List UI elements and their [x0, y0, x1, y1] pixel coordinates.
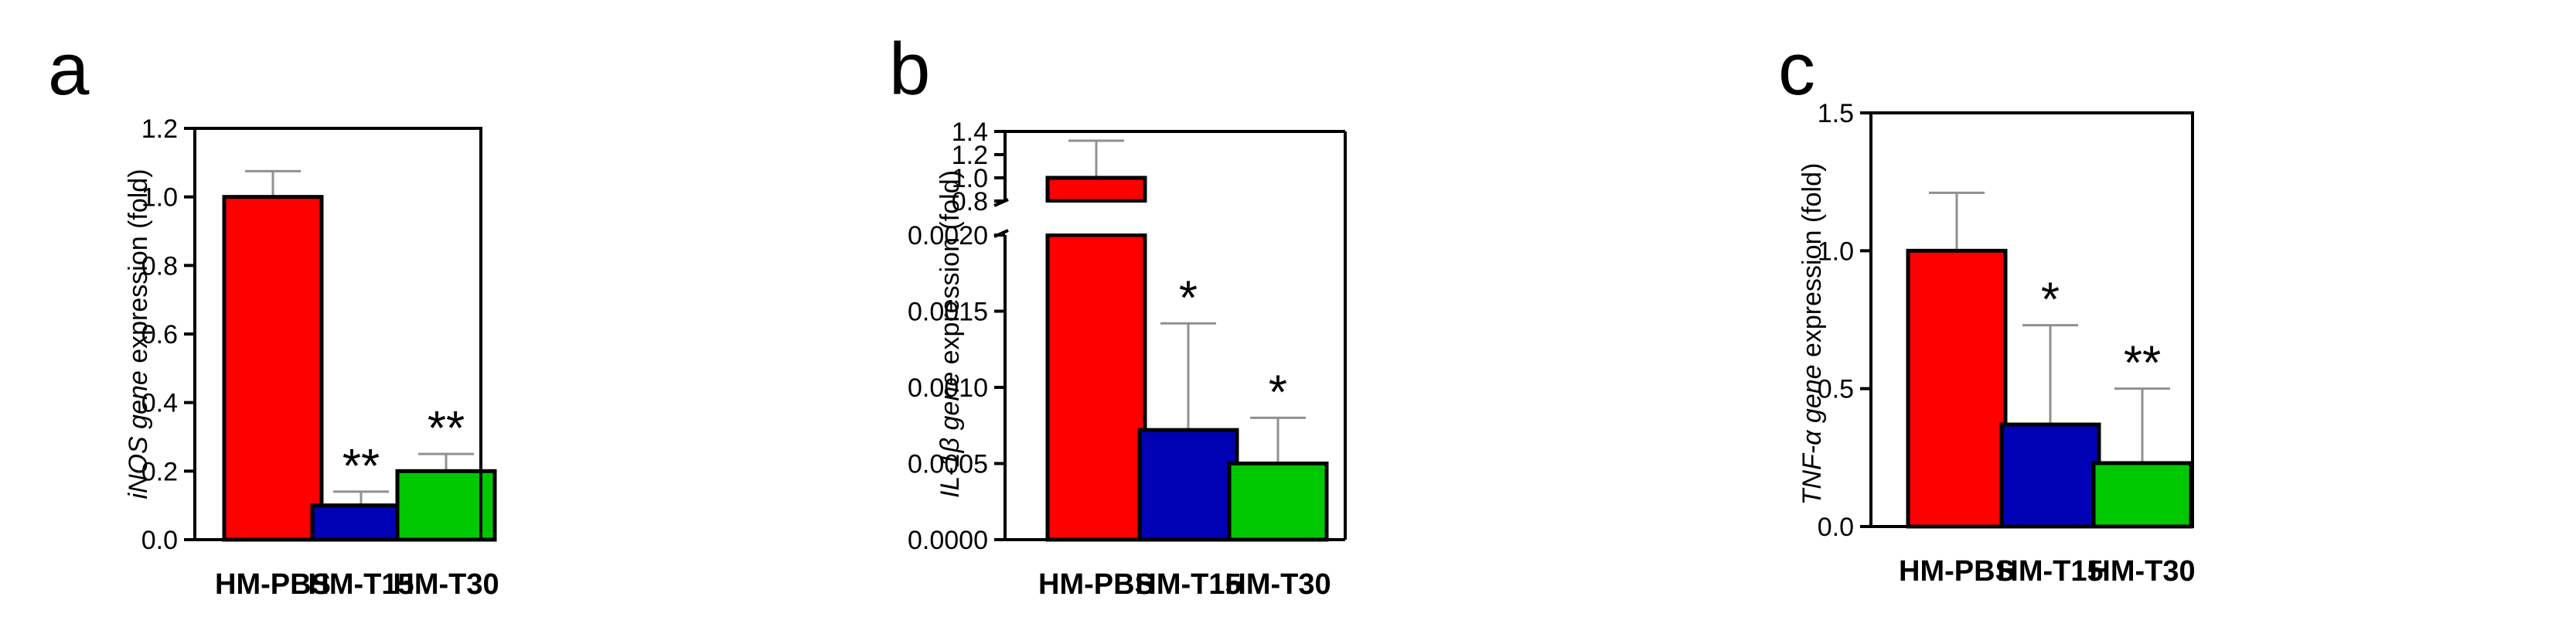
significance-marker: *	[1179, 271, 1198, 325]
y-tick-label: 0.0	[141, 526, 178, 555]
y-tick-label: 1.5	[1818, 99, 1854, 128]
significance-marker: *	[2041, 274, 2060, 327]
category-label: HM-T30	[393, 568, 499, 601]
y-tick-label: 1.0	[1818, 237, 1854, 266]
category-label: HM-T15	[1997, 555, 2103, 588]
bar-hm-pbs	[1906, 248, 2008, 529]
plot-frame	[193, 127, 482, 541]
y-tick-label-upper: 0.8	[952, 187, 988, 216]
plot-frame	[1869, 111, 2194, 528]
y-axis-label-part: TNF-α gene	[1797, 364, 1827, 505]
bar-hm-t30	[2091, 461, 2193, 529]
axis-break-mark	[993, 198, 1009, 207]
y-axis-label-part: expression (fold)	[935, 170, 965, 372]
bar-hm-t30	[395, 469, 497, 542]
panel-label: b	[889, 28, 930, 111]
y-tick-label: 1.0	[141, 183, 178, 213]
significance-marker: *	[1269, 366, 1287, 419]
bar-hm-pbs	[222, 195, 324, 542]
y-tick-label: 0.0005	[908, 450, 988, 479]
y-tick-label-upper: 1.0	[952, 164, 988, 193]
panel-label: c	[1778, 28, 1815, 111]
panel-label: a	[48, 28, 90, 111]
category-label: HM-T15	[308, 568, 414, 601]
y-tick-label-upper: 1.2	[952, 141, 988, 170]
significance-marker: **	[2124, 337, 2161, 390]
category-label: HM-PBS	[1899, 555, 2015, 588]
category-label: HM-T15	[1135, 568, 1241, 601]
y-tick-label: 0.8	[141, 251, 178, 281]
bar-hm-pbs-lower	[1045, 233, 1147, 542]
y-axis-label: IL-1β gene expression (fold)	[935, 170, 965, 498]
category-label: HM-PBS	[215, 568, 331, 601]
y-tick-label: 1.2	[141, 114, 178, 144]
y-tick-label: 0.4	[141, 389, 178, 418]
y-tick-label: 0.2	[141, 457, 178, 486]
y-axis-label: iNOS gene expression (fold)	[124, 169, 153, 499]
y-axis-label-part: expression (fold)	[1797, 163, 1827, 365]
category-label: HM-T30	[2089, 555, 2195, 588]
significance-marker: **	[428, 402, 465, 455]
y-tick-label: 0.0020	[908, 221, 988, 251]
y-tick-label: 0.0	[1818, 513, 1854, 542]
y-tick-label: 0.5	[1818, 375, 1854, 404]
bar-hm-pbs-upper	[1045, 176, 1147, 203]
y-axis-label-part: expression (fold)	[124, 169, 153, 370]
y-tick-label: 0.0010	[908, 373, 988, 403]
significance-marker: **	[342, 440, 380, 493]
y-axis-label-part: iNOS gene	[124, 370, 153, 499]
y-tick-label: 0.6	[141, 320, 178, 349]
bar-hm-t15	[310, 503, 412, 542]
axis-break-gap	[1008, 203, 1342, 233]
bar-hm-t30	[1227, 462, 1329, 542]
y-tick-label: 0.0000	[908, 526, 988, 555]
y-axis-label-part: IL-1β gene	[935, 372, 965, 498]
bar-hm-t15	[1999, 422, 2101, 529]
y-axis-label: TNF-α gene expression (fold)	[1797, 163, 1827, 506]
axis-break-mark	[993, 229, 1009, 238]
y-tick-label: 0.0015	[908, 298, 988, 327]
category-label: HM-T30	[1225, 568, 1331, 601]
y-tick-label-upper: 1.4	[952, 118, 988, 147]
bar-hm-t15	[1137, 428, 1239, 542]
category-label: HM-PBS	[1038, 568, 1154, 601]
